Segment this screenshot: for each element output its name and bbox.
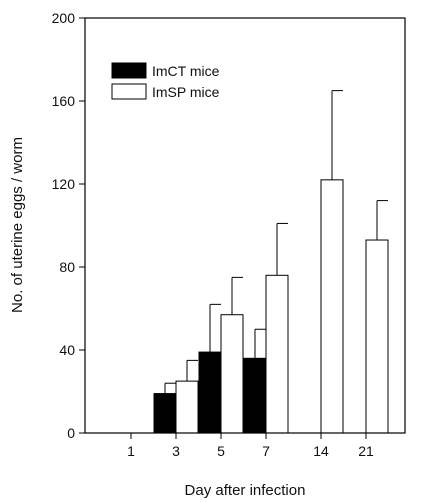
bar-imsp-day-14 [320,179,344,434]
y-tick-label-160: 160 [52,93,76,109]
plot-frame [84,17,406,434]
legend: ImCT mice ImSP mice [111,62,220,100]
legend-label-imct: ImCT mice [152,63,220,79]
y-tick-label-80: 80 [59,259,75,275]
bar-imsp-day-7 [265,274,289,434]
bars-layer [153,90,389,434]
y-tick-label-200: 200 [52,10,76,26]
bar-imsp-day-21 [365,239,389,434]
y-tick-label-0: 0 [67,425,75,441]
x-tick-label-3: 3 [172,443,180,459]
bar-imct-day-5 [198,351,222,434]
x-tick-label-7: 7 [262,443,270,459]
bar-imct-day-3 [153,393,177,434]
legend-swatch-imct [111,62,147,79]
legend-label-imsp: ImSP mice [152,84,220,100]
y-axis: 0 40 80 120 160 200 [52,10,85,441]
bar-imct-day-7 [243,357,267,434]
x-tick-label-21: 21 [358,443,374,459]
legend-swatch-imsp [111,83,147,100]
y-tick-label-120: 120 [52,176,76,192]
y-axis-label: No. of uterine eggs / worm [9,137,26,313]
x-tick-label-1: 1 [127,443,135,459]
x-axis: 1 3 5 7 14 21 [127,433,374,459]
y-tick-label-40: 40 [59,342,75,358]
x-tick-label-5: 5 [217,443,225,459]
x-tick-label-14: 14 [313,443,329,459]
bar-imsp-day-3 [175,380,199,434]
x-axis-label: Day after infection [185,482,306,499]
bar-imsp-day-5 [220,314,244,434]
